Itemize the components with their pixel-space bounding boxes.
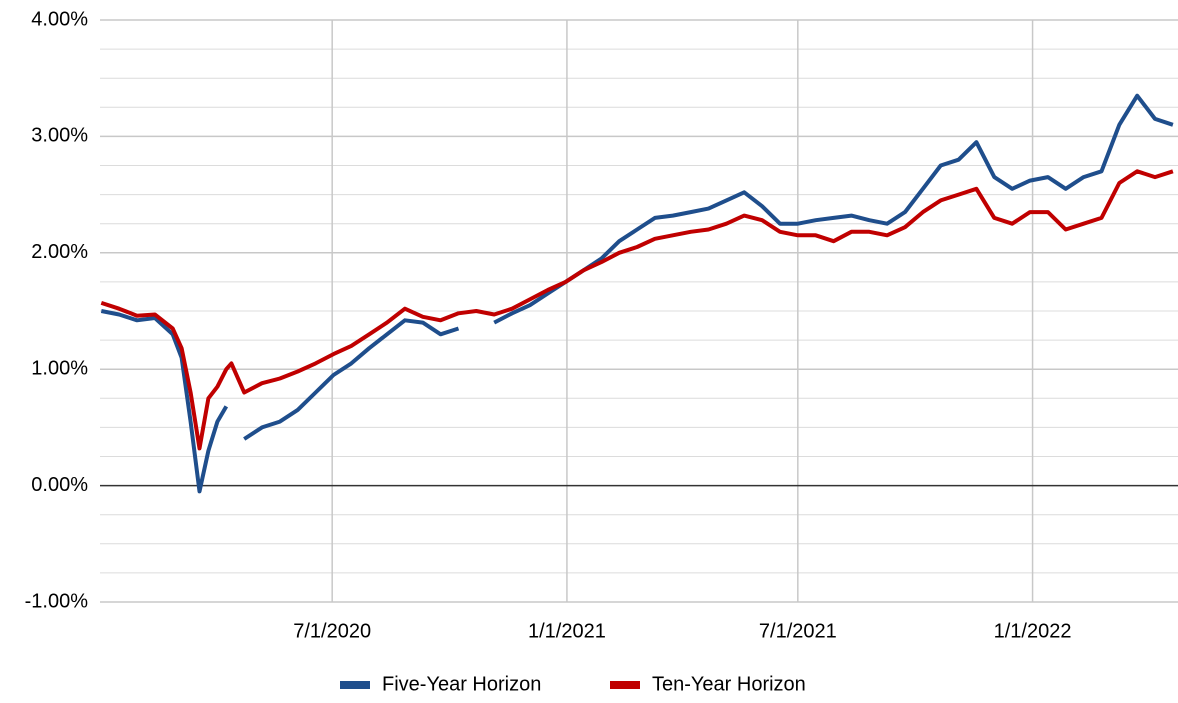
y-tick-label: 1.00% [31, 357, 88, 379]
series-line [100, 169, 1174, 451]
x-tick-label: 7/1/2020 [293, 620, 371, 642]
legend-swatch [610, 681, 640, 689]
y-tick-label: 0.00% [31, 474, 88, 496]
y-tick-label: -1.00% [25, 590, 89, 612]
legend-label: Five-Year Horizon [382, 673, 541, 695]
legend-swatch [340, 681, 370, 689]
y-tick-label: 3.00% [31, 125, 88, 147]
x-tick-label: 1/1/2021 [528, 620, 606, 642]
series-line [100, 93, 1174, 494]
y-tick-label: 2.00% [31, 241, 88, 263]
x-tick-label: 7/1/2021 [759, 620, 837, 642]
legend-label: Ten-Year Horizon [652, 673, 806, 695]
y-tick-label: 4.00% [31, 8, 88, 30]
x-tick-label: 1/1/2022 [994, 620, 1072, 642]
